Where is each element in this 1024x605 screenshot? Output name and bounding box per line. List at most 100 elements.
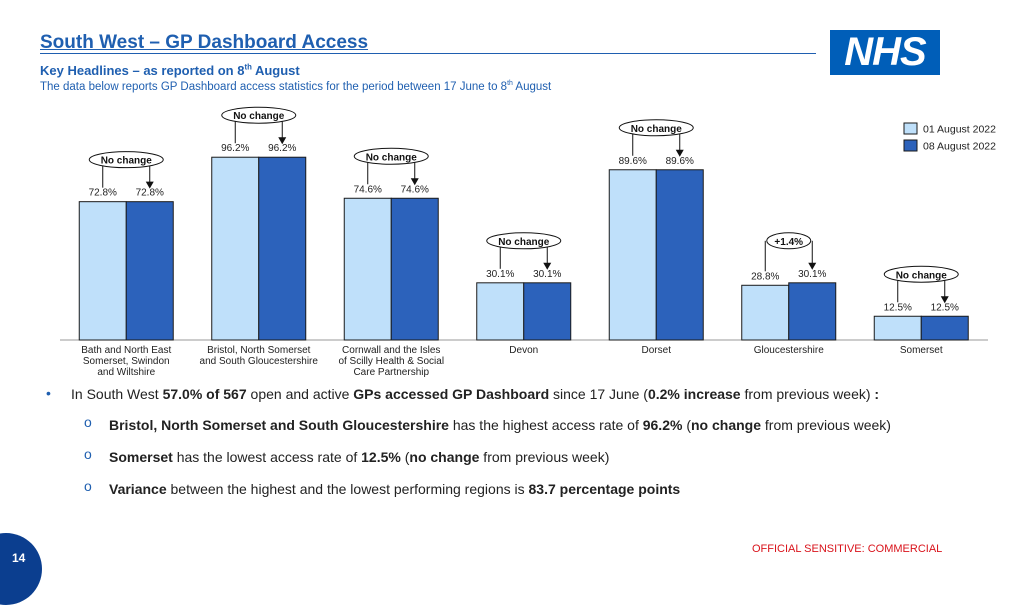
text-run: ( bbox=[682, 417, 691, 433]
annotation-oval bbox=[618, 119, 694, 137]
desc-text: The data below reports GP Dashboard acce… bbox=[40, 81, 508, 93]
page-number: 14 bbox=[12, 551, 26, 565]
bold-text-run: no change bbox=[409, 449, 480, 465]
category-label: Bristol, North Somerset bbox=[207, 345, 311, 356]
subtitle-text-end: August bbox=[251, 63, 300, 78]
subtitle-sup: th bbox=[244, 62, 252, 72]
data-label: 89.6% bbox=[666, 156, 694, 167]
category-label: Devon bbox=[509, 345, 538, 356]
bar-01-aug bbox=[608, 169, 657, 341]
bar-01-aug bbox=[343, 197, 392, 341]
nhs-logo: NHS bbox=[830, 30, 940, 75]
headline-text: In South West 57.0% of 567 open and acti… bbox=[71, 386, 879, 402]
title-divider bbox=[40, 53, 816, 54]
bold-text-run: Bristol, North Somerset and South Glouce… bbox=[109, 417, 449, 433]
bar-08-aug bbox=[125, 201, 174, 341]
bar-08-aug bbox=[523, 282, 572, 341]
data-label: 74.6% bbox=[401, 184, 429, 195]
classification-label: OFFICIAL SENSITIVE: COMMERCIAL bbox=[752, 543, 943, 555]
bold-text-run: 12.5% bbox=[361, 449, 401, 465]
data-label: 30.1% bbox=[486, 269, 514, 280]
annotation-arrowhead bbox=[675, 149, 684, 157]
category-label: Care Partnership bbox=[353, 367, 429, 378]
text-run: from previous week) bbox=[479, 449, 610, 465]
annotation-arrowhead bbox=[278, 137, 287, 145]
annotation-label: +1.4% bbox=[774, 237, 803, 248]
text-run: since 17 June ( bbox=[549, 386, 648, 402]
category-label: Somerset, Swindon bbox=[83, 356, 170, 367]
annotation-label: No change bbox=[896, 270, 948, 281]
bar-08-aug bbox=[920, 315, 969, 341]
data-label: 96.2% bbox=[268, 143, 296, 154]
annotation-arrowhead bbox=[543, 262, 552, 270]
page-subtitle: Key Headlines – as reported on 8th Augus… bbox=[40, 63, 300, 78]
annotation-oval bbox=[486, 232, 562, 250]
annotation-label: No change bbox=[366, 152, 418, 163]
text-run: from previous week) bbox=[761, 417, 891, 433]
bar-01-aug bbox=[78, 201, 127, 341]
bold-text-run: Variance bbox=[109, 481, 167, 497]
text-run: In South West bbox=[71, 386, 163, 402]
data-label: 74.6% bbox=[354, 184, 382, 195]
data-label: 12.5% bbox=[884, 302, 912, 313]
subtitle-text: Key Headlines – as reported on 8 bbox=[40, 63, 245, 78]
bar-01-aug bbox=[873, 315, 922, 341]
bullet-icon: • bbox=[46, 385, 51, 401]
annotation-oval bbox=[883, 265, 959, 283]
text-run: from previous week) bbox=[740, 386, 875, 402]
bar-01-aug bbox=[211, 156, 260, 341]
bold-text-run: no change bbox=[691, 417, 762, 433]
bold-text-run: 96.2% bbox=[642, 417, 683, 433]
annotation-label: No change bbox=[101, 156, 153, 167]
data-label: 72.8% bbox=[89, 188, 117, 199]
annotation-oval bbox=[766, 232, 812, 250]
annotation-arrowhead bbox=[808, 262, 817, 270]
legend-label: 08 August 2022 bbox=[923, 141, 996, 153]
bold-text-run: GPs accessed GP Dashboard bbox=[353, 386, 550, 402]
bar-08-aug bbox=[788, 282, 837, 341]
category-label: Somerset bbox=[900, 345, 943, 356]
annotation-oval bbox=[353, 147, 429, 165]
bold-text-run: Somerset bbox=[109, 449, 173, 465]
legend-swatch bbox=[903, 122, 918, 135]
bar-08-aug bbox=[258, 156, 307, 341]
text-run: has the highest access rate of bbox=[448, 417, 643, 433]
desc-sup: th bbox=[507, 80, 513, 88]
category-label: of Scilly Health & Social bbox=[338, 356, 444, 367]
legend-label: 01 August 2022 bbox=[923, 124, 996, 136]
bar-08-aug bbox=[655, 169, 704, 341]
data-label: 72.8% bbox=[136, 188, 164, 199]
annotation-label: No change bbox=[233, 111, 285, 122]
page-description: The data below reports GP Dashboard acce… bbox=[40, 80, 552, 93]
text-run: has the lowest access rate of bbox=[172, 449, 362, 465]
annotation-arrowhead bbox=[410, 178, 419, 186]
data-label: 28.8% bbox=[751, 271, 779, 282]
data-label: 30.1% bbox=[798, 269, 826, 280]
category-label: Gloucestershire bbox=[754, 345, 824, 356]
data-label: 96.2% bbox=[221, 143, 249, 154]
bar-08-aug bbox=[390, 197, 439, 341]
sub-bullet-text: Somerset has the lowest access rate of 1… bbox=[109, 449, 609, 465]
sub-bullet-icon: o bbox=[84, 446, 92, 462]
bold-text-run: 83.7 percentage points bbox=[528, 481, 681, 497]
annotation-arrowhead bbox=[940, 296, 949, 304]
annotation-label: No change bbox=[631, 124, 683, 135]
page-number-badge bbox=[0, 533, 42, 605]
sub-bullet-text: Variance between the highest and the low… bbox=[109, 481, 680, 497]
data-label: 12.5% bbox=[931, 302, 959, 313]
category-label: and South Gloucestershire bbox=[200, 356, 319, 367]
data-label: 30.1% bbox=[533, 269, 561, 280]
category-label: and Wiltshire bbox=[97, 367, 155, 378]
text-run: open and active bbox=[246, 386, 354, 402]
bold-text-run: 57.0% of 567 bbox=[162, 386, 247, 402]
category-label: Cornwall and the Isles bbox=[342, 345, 440, 356]
text-run: between the highest and the lowest perfo… bbox=[166, 481, 529, 497]
legend-swatch bbox=[903, 139, 918, 152]
annotation-arrowhead bbox=[145, 181, 154, 189]
desc-text-end: August bbox=[512, 81, 552, 93]
annotation-oval bbox=[221, 106, 297, 124]
bar-01-aug bbox=[476, 282, 525, 341]
bold-text-run: 0.2% increase bbox=[647, 386, 741, 402]
category-label: Bath and North East bbox=[81, 345, 171, 356]
